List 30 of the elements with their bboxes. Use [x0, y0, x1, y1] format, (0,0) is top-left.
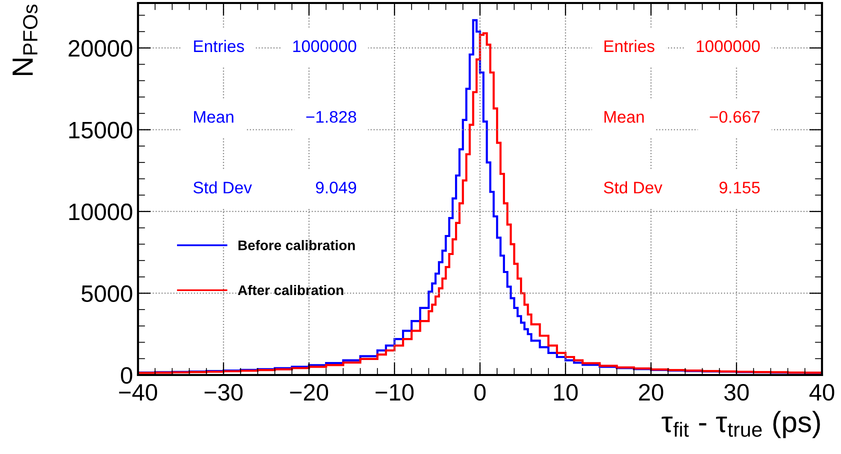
x-tick-label: −10	[376, 384, 414, 401]
y-tick-label: 20000	[68, 40, 132, 57]
y-axis-title: N$_{PFOs}$	[12, 4, 38, 75]
annotation: 9.155	[720, 182, 760, 194]
y-tick-label: 10000	[69, 204, 132, 220]
annotation: Std Dev	[193, 181, 252, 194]
x-axis-title: τ$_{fit}$ - τ$_{true}$ (ps)	[662, 410, 820, 438]
annotation: 1000000	[696, 40, 760, 52]
x-tick-label: 20	[639, 384, 664, 401]
annotation: 9.049	[316, 182, 356, 194]
y-tick-label: 5000	[82, 285, 132, 302]
annotation: 1000000	[293, 40, 356, 52]
annotation: Std Dev	[604, 181, 662, 194]
annotation: Entries	[194, 40, 244, 52]
x-tick-label: 30	[724, 384, 749, 401]
annotation: −1.828	[306, 110, 356, 123]
x-tick-label: 40	[809, 384, 834, 401]
x-tick-label: 10	[554, 384, 578, 401]
annotation: −0.667	[710, 110, 760, 123]
legend-label: After calibration	[238, 284, 344, 296]
x-tick-label: −30	[204, 384, 243, 401]
annotation: Entries	[604, 40, 654, 52]
x-tick-label: 0	[474, 384, 486, 401]
annotation: Mean	[194, 111, 234, 123]
y-tick-label: 15000	[69, 122, 132, 139]
annotation: Mean	[604, 111, 644, 123]
y-tick-label: 0	[120, 367, 132, 384]
legend-label: Before calibration	[238, 240, 355, 250]
x-tick-label: −20	[290, 384, 328, 401]
x-tick-label: −40	[119, 384, 158, 401]
